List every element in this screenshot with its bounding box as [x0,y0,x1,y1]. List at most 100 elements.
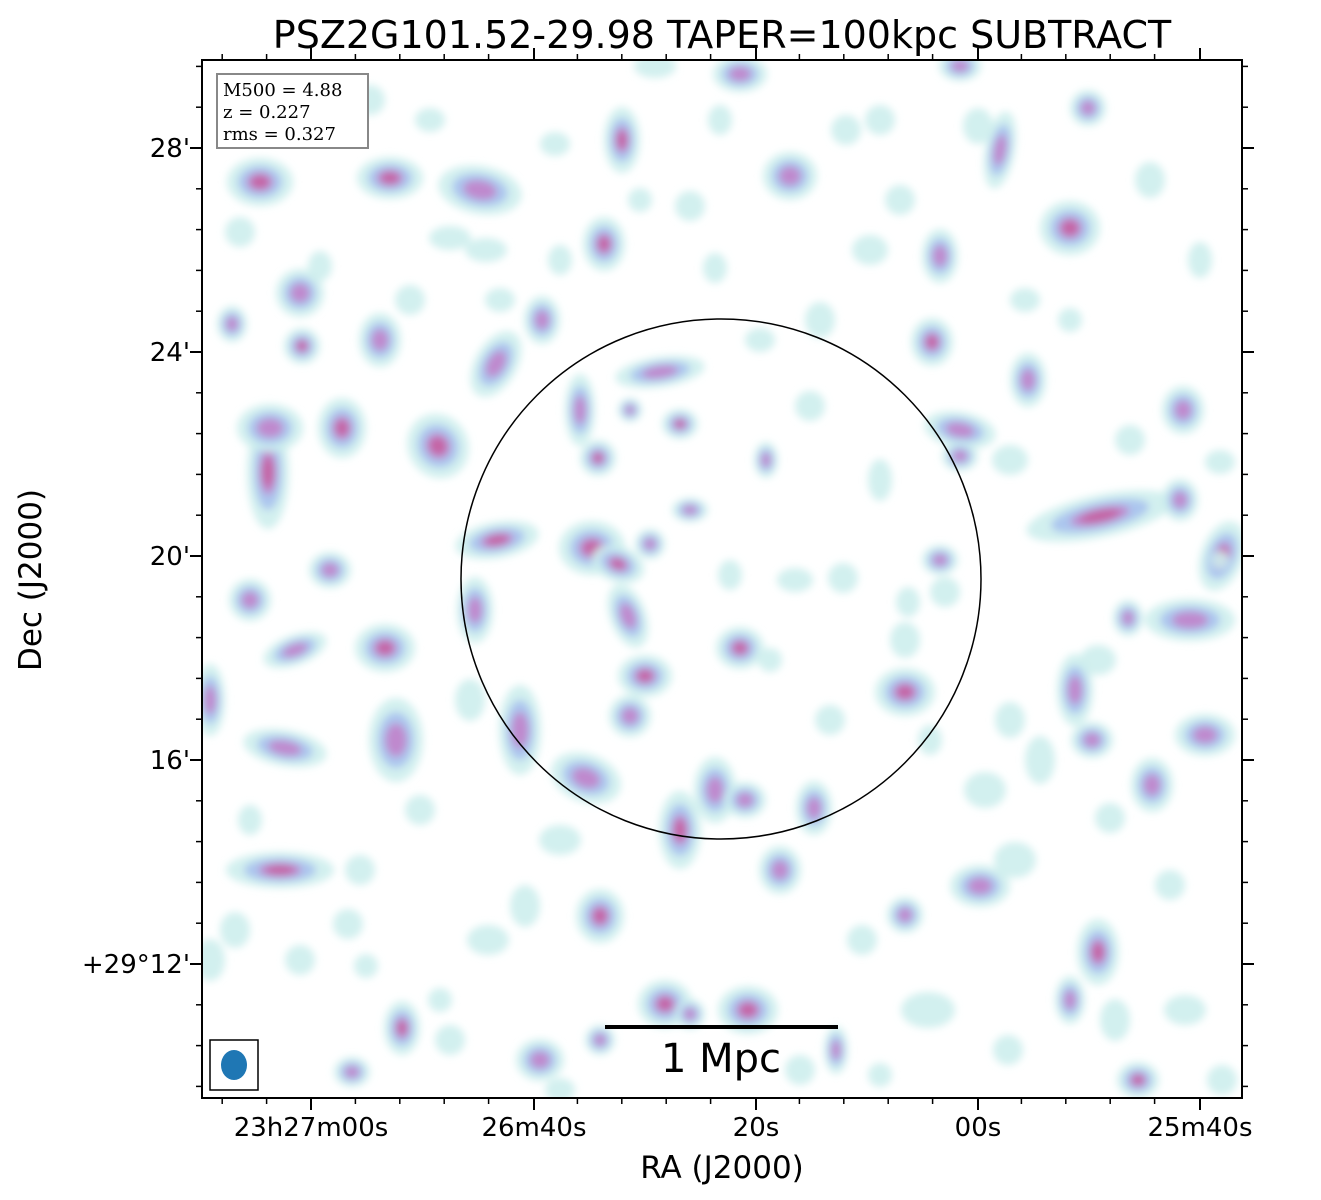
emission-blob [777,568,813,592]
emission-contour [868,459,892,501]
emission-blob [1071,722,1113,758]
emission-blob [333,909,363,939]
emission-blob [334,1057,370,1087]
emission-contour [371,329,389,351]
emission-blob [1162,479,1198,521]
emission-contour [1100,999,1130,1041]
chart-title: PSZ2G101.52-29.98 TAPER=100kpc SUBTRACT [273,13,1172,57]
emission-blob [885,185,915,215]
emission-contour [675,420,685,428]
emission-blob [405,795,435,825]
emission-contour [777,568,813,592]
emission-blob [924,411,996,449]
emission-blob [1135,162,1165,198]
emission-contour [675,191,705,221]
emission-contour [901,992,955,1028]
emission-contour [706,776,724,804]
emission-blob [455,679,485,721]
emission-blob [309,552,351,588]
emission-blob [285,945,315,975]
emission-blob [662,409,698,439]
emission-blob [868,1063,892,1087]
emission-blob [1010,353,1046,407]
emission-contour [684,1008,696,1020]
emission-contour [548,245,572,275]
emission-blob [759,846,801,894]
emission-contour [545,1078,575,1098]
emission-blob [428,988,452,1012]
emission-contour [1172,491,1188,509]
emission-contour [354,954,378,978]
x-tick-label: 20s [733,1113,780,1143]
emission-contour [1135,162,1165,198]
emission-contour [285,945,315,975]
emission-contour [930,577,960,607]
emission-blob [716,627,764,669]
emission-contour [1164,995,1206,1025]
emission-contour [435,1025,465,1055]
emission-contour [992,445,1028,475]
emission-blob [415,108,445,132]
emission-contour [637,670,653,682]
emission-contour [621,707,639,725]
emission-contour [572,767,600,789]
emission-contour [885,185,915,215]
emission-contour [1174,400,1192,420]
emission-contour [1132,1075,1144,1085]
info-m500: M500 = 4.88 [223,80,342,101]
emission-contour [868,1063,892,1087]
emission-blob [1117,1062,1159,1098]
info-box: M500 = 4.88 z = 0.227 rms = 0.327 [216,73,369,149]
emission-blob [852,235,888,265]
emission-blob [1100,999,1130,1041]
emission-blob [1175,714,1235,756]
emission-blob [887,897,923,933]
emission-contour [385,723,407,757]
emission-contour [628,188,652,212]
info-redshift: z = 0.227 [223,102,311,123]
emission-blob [994,842,1036,878]
emission-contour [1193,726,1217,744]
emission-blob [585,1025,615,1055]
scale-bar-label: 1 Mpc [661,1036,781,1082]
emission-blob [1040,201,1100,255]
emission-blob [995,702,1025,738]
emission-blob [703,253,727,283]
emission-blob [308,251,332,281]
emission-contour [657,997,673,1011]
emission-contour [758,648,782,672]
emission-contour [251,175,269,189]
emission-blob [875,668,935,716]
emission-contour [951,60,969,72]
emission-blob [754,442,778,478]
emission-blob [565,374,595,446]
emission-contour [852,235,888,265]
emission-blob [1207,1065,1237,1095]
emission-contour [593,908,607,924]
y-tick-label: 28' [150,134,190,164]
emission-blob [1115,425,1145,455]
emission-contour [204,685,216,715]
emission-blob [499,685,541,775]
emission-contour [995,702,1025,738]
emission-blob [993,1035,1023,1065]
emission-contour [625,405,635,415]
emission-contour [896,587,920,617]
emission-blob [868,459,892,501]
emission-blob [1145,599,1235,641]
emission-contour [335,420,349,436]
emission-blob [1113,600,1143,636]
emission-contour [968,877,992,895]
emission-blob [263,631,327,669]
emission-blob [713,60,767,92]
emission-blob [634,60,676,78]
emission-contour [740,1003,756,1017]
emission-contour [511,712,529,748]
emission-blob [922,545,958,575]
emission-blob [785,1055,815,1085]
emission-blob [758,648,782,672]
emission-contour [593,453,603,463]
emission-blob [865,105,895,135]
emission-contour [682,505,698,515]
emission-contour [262,456,274,488]
